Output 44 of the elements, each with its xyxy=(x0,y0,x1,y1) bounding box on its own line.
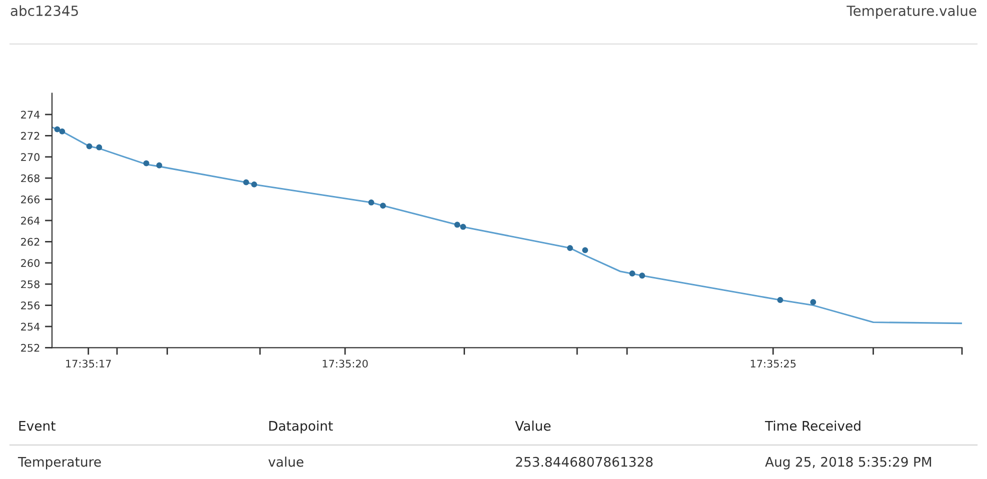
point xyxy=(368,200,374,206)
y-tick-label: 266 xyxy=(21,196,40,204)
line-series xyxy=(52,126,962,324)
point xyxy=(777,297,784,303)
chart-subtitle: Temperature.value xyxy=(846,5,976,19)
y-tick-label: 270 xyxy=(21,153,40,162)
y-tick-label: 268 xyxy=(21,174,40,182)
point xyxy=(567,245,573,252)
y-tick-label: 272 xyxy=(21,132,40,140)
point xyxy=(54,126,60,132)
text: Time Received xyxy=(764,420,860,431)
point xyxy=(156,162,162,168)
point xyxy=(454,222,460,228)
text: Value xyxy=(515,420,551,431)
text: Datapoint xyxy=(269,420,333,434)
point xyxy=(243,179,250,186)
text: 253.8446807861328 xyxy=(516,456,653,467)
x-tick-label: 17:35:17 xyxy=(66,360,111,368)
text: Temperature xyxy=(18,457,101,470)
text: value xyxy=(268,456,304,467)
x-tick-label: 17:35:25 xyxy=(750,360,796,368)
point xyxy=(629,270,636,276)
y-tick-label: 274 xyxy=(21,110,40,118)
point xyxy=(810,299,816,306)
point xyxy=(96,144,102,150)
y-tick-label: 264 xyxy=(21,216,40,225)
y-tick-label: 252 xyxy=(21,344,40,352)
y-tick-label: 258 xyxy=(21,280,40,288)
point xyxy=(86,143,92,150)
point xyxy=(59,128,66,134)
point xyxy=(582,247,588,254)
point xyxy=(380,202,386,209)
y-tick-label: 254 xyxy=(21,322,40,331)
y-tick-label: 260 xyxy=(21,259,40,268)
point xyxy=(639,272,646,279)
y-tick-label: 256 xyxy=(21,302,40,310)
text: Aug 25, 2018 5:35:29 PM xyxy=(765,456,932,470)
point xyxy=(460,224,466,230)
point xyxy=(143,160,150,166)
point xyxy=(251,182,258,188)
y-tick-label: 262 xyxy=(21,238,40,246)
x-tick-label: 17:35:20 xyxy=(322,360,368,368)
chart-title: abc12345 xyxy=(10,5,78,16)
text: Event xyxy=(19,421,56,431)
